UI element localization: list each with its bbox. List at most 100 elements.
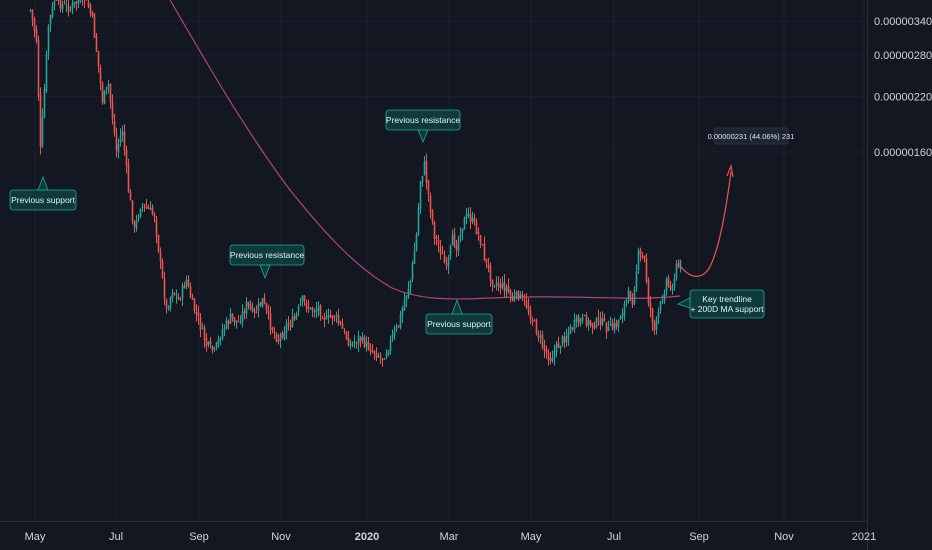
candle-body xyxy=(583,315,586,317)
candle-body xyxy=(353,341,356,343)
candle-body xyxy=(169,297,172,309)
candle-body xyxy=(125,149,128,166)
candle-body xyxy=(483,243,486,260)
candle-body xyxy=(511,296,514,301)
candle-body xyxy=(671,287,674,291)
candle-body xyxy=(429,195,432,213)
x-axis[interactable]: May Jul Sep Nov 2020 Mar May Jul Sep Nov 2021 xyxy=(0,521,876,544)
candle-body xyxy=(255,311,258,313)
candle-body xyxy=(87,1,90,8)
candle-body xyxy=(597,317,600,319)
candle-body xyxy=(481,244,484,246)
candle-body xyxy=(217,339,220,344)
candle-body xyxy=(515,291,518,296)
candle-body xyxy=(489,266,492,280)
candle-body xyxy=(493,285,496,287)
candle-body xyxy=(613,323,616,331)
candle-body xyxy=(373,351,376,355)
candle-body xyxy=(301,295,304,303)
candle-body xyxy=(423,161,426,175)
candle-body xyxy=(39,94,42,147)
candle-body xyxy=(343,330,346,332)
moving-average-line xyxy=(169,0,681,300)
candle-body xyxy=(189,286,192,298)
candle-body xyxy=(393,330,396,336)
candle-body xyxy=(543,345,546,351)
y-tick-label: 0.00000340 xyxy=(874,16,932,28)
candle-body xyxy=(609,324,612,326)
candle-body xyxy=(175,295,178,297)
candle-body xyxy=(101,83,104,103)
candle-body xyxy=(31,9,34,20)
candle-body xyxy=(55,0,58,1)
candle-body xyxy=(335,314,338,316)
candle-body xyxy=(267,310,270,315)
candle-body xyxy=(541,334,544,347)
candle-body xyxy=(131,200,134,222)
candle-body xyxy=(601,317,604,325)
candle-body xyxy=(127,164,130,192)
y-axis[interactable]: 0.000010000.000009000.000008000.00000700… xyxy=(867,0,932,550)
candle-body xyxy=(449,245,452,256)
candle-body xyxy=(573,320,576,330)
candle-body xyxy=(311,308,314,311)
candle-body xyxy=(293,316,296,320)
candle-body xyxy=(105,86,108,90)
candle-body xyxy=(415,234,418,251)
measure-label-box xyxy=(713,127,789,145)
candle-body xyxy=(51,5,54,17)
candle-body xyxy=(219,339,222,341)
candle-body xyxy=(627,290,630,298)
candle-body xyxy=(283,332,286,339)
candle-body xyxy=(545,349,548,353)
callout-key-trendline-text: Key trendline xyxy=(702,294,752,304)
candle-body xyxy=(279,335,282,341)
candle-body xyxy=(355,342,358,344)
candle-body xyxy=(469,214,472,222)
callout-previous-support-1-text: Previous support xyxy=(11,195,75,205)
candle-body xyxy=(549,358,552,361)
callout-key-trendline-text: + 200D MA support xyxy=(690,304,764,314)
candle-body xyxy=(53,1,56,6)
measure-label: 0.00000231 (44.06%) 231 xyxy=(708,132,795,141)
candle-body xyxy=(107,84,110,87)
candle-body xyxy=(359,337,362,342)
candle-body xyxy=(519,293,522,299)
candle-body xyxy=(289,325,292,327)
candle-body xyxy=(41,116,44,147)
candle-body xyxy=(165,299,168,308)
candle-body xyxy=(633,289,636,303)
x-tick-label: Mar xyxy=(440,531,459,543)
candle-body xyxy=(59,0,62,9)
candle-body xyxy=(135,219,138,229)
candle-body xyxy=(333,316,336,318)
candle-body xyxy=(201,327,204,329)
candle-body xyxy=(43,89,46,117)
candle-body xyxy=(501,282,504,288)
candle-body xyxy=(61,4,64,10)
candle-body xyxy=(589,320,592,325)
candle-body xyxy=(129,191,132,201)
candle-body xyxy=(377,356,380,358)
candle-body xyxy=(241,311,244,322)
candle-body xyxy=(57,0,60,1)
candle-body xyxy=(93,14,96,38)
candle-body xyxy=(361,336,364,341)
candle-body xyxy=(303,295,306,301)
candle-body xyxy=(309,307,312,309)
candle-body xyxy=(209,340,212,345)
candle-body xyxy=(149,207,152,210)
candle-body xyxy=(619,317,622,320)
candle-body xyxy=(381,358,384,361)
candle-body xyxy=(521,295,524,297)
candle-body xyxy=(109,84,112,102)
candle-body xyxy=(369,349,372,353)
candle-body xyxy=(625,299,628,303)
candle-body xyxy=(403,299,406,311)
candle-body xyxy=(153,213,156,218)
candle-body xyxy=(345,332,348,340)
candle-body xyxy=(383,358,386,360)
candle-body xyxy=(447,256,450,267)
